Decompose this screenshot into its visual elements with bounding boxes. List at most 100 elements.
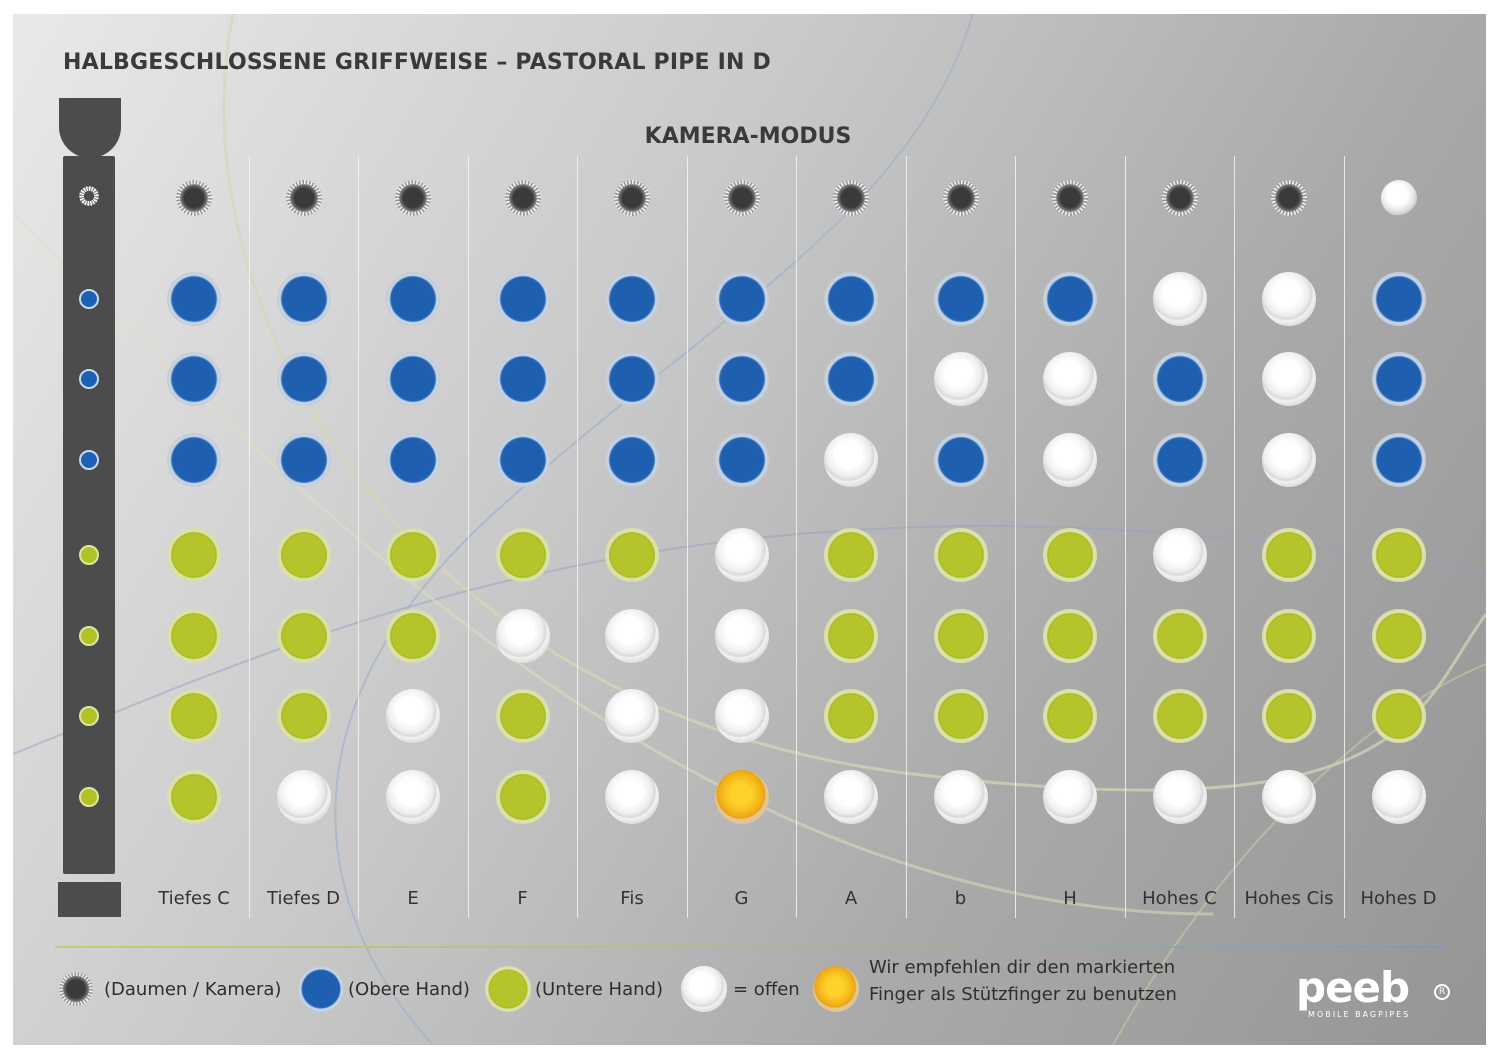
pipe-green-hole: [79, 787, 99, 807]
upper-hand-hole: [1043, 272, 1097, 326]
legend-note-line2: Finger als Stützfinger zu benutzen: [869, 984, 1177, 1005]
open-hole: [605, 609, 659, 663]
lower-hand-hole: [1262, 609, 1316, 663]
lower-hand-hole: [1152, 609, 1207, 663]
legend-support-finger-note: Wir empfehlen dir den markierten Finger …: [869, 954, 1177, 1008]
lower-hand-hole: [1043, 528, 1097, 582]
note-label: Hohes Cis: [1244, 888, 1334, 909]
pipe-blue-hole: [79, 289, 99, 309]
open-hole: [276, 770, 331, 824]
thumb-hole: [395, 180, 431, 216]
column-divider: [1124, 156, 1126, 918]
thumb-hole: [285, 180, 322, 216]
fingering-chart-page: HALBGESCHLOSSENE GRIFFWEISE – PASTORAL P…: [13, 14, 1486, 1045]
upper-hand-hole: [1152, 352, 1207, 406]
legend-lower-hand-label: (Untere Hand): [535, 979, 663, 1000]
column-divider: [577, 156, 579, 918]
orange-hole-icon: [813, 966, 859, 1012]
thumb-hole: [1052, 180, 1088, 216]
upper-hand-hole: [276, 272, 331, 326]
upper-hand-hole: [605, 352, 659, 406]
open-hole: [824, 433, 878, 487]
lower-hand-hole: [1152, 689, 1207, 743]
note-label: F: [517, 888, 528, 909]
lower-hand-hole: [167, 689, 221, 743]
note-label: Fis: [620, 888, 644, 909]
lower-hand-hole: [167, 770, 221, 824]
blue-hole-icon: [298, 966, 344, 1012]
legend-note-line1: Wir empfehlen dir den markierten: [869, 957, 1176, 978]
lower-hand-hole: [933, 609, 988, 663]
registered-icon: R: [1434, 984, 1450, 1000]
pipe-foot: [58, 882, 121, 917]
upper-hand-hole: [824, 352, 878, 406]
open-hole: [1262, 433, 1316, 487]
note-label: Hohes C: [1142, 888, 1217, 909]
lower-hand-hole: [1371, 609, 1426, 663]
note-label: A: [844, 888, 858, 909]
lower-hand-hole: [1371, 528, 1426, 582]
peeb-logo: peeb R MOBILE BAGPIPES: [1296, 966, 1456, 1019]
lower-hand-hole: [276, 609, 331, 663]
note-label: E: [407, 888, 419, 909]
thumb-hole: [176, 180, 212, 216]
note-label: G: [734, 888, 749, 909]
open-hole: [1262, 272, 1316, 326]
pipe-green-hole: [79, 706, 99, 726]
lower-hand-hole: [495, 689, 550, 743]
lower-hand-hole: [495, 770, 550, 824]
pipe-thumb-hole: [79, 186, 99, 206]
open-hole: [1043, 433, 1097, 487]
upper-hand-hole: [167, 352, 221, 406]
lower-hand-hole: [167, 528, 221, 582]
pipe-body: [63, 156, 115, 874]
pipe-green-hole: [79, 626, 99, 646]
upper-hand-hole: [495, 272, 550, 326]
note-label: b: [954, 888, 967, 909]
thumb-hole: [942, 180, 979, 216]
thumb-hole: [504, 180, 541, 216]
upper-hand-hole: [167, 433, 221, 487]
open-hole: [933, 352, 988, 406]
thumb-hole: [1271, 180, 1307, 216]
lower-hand-hole: [495, 528, 550, 582]
thumb-hole-open: [1380, 180, 1417, 216]
lower-hand-hole: [386, 609, 440, 663]
thumb-hole: [833, 180, 869, 216]
lower-hand-hole: [276, 689, 331, 743]
upper-hand-hole: [276, 433, 331, 487]
lower-hand-hole: [1043, 689, 1097, 743]
upper-hand-hole: [933, 272, 988, 326]
note-label: Hohes D: [1360, 888, 1437, 909]
upper-hand-hole: [605, 433, 659, 487]
thumb-hole: [1161, 180, 1198, 216]
upper-hand-hole: [386, 352, 440, 406]
open-hole: [1043, 770, 1097, 824]
upper-hand-hole: [276, 352, 331, 406]
pipe-top: [59, 98, 121, 158]
upper-hand-hole: [167, 272, 221, 326]
lower-hand-hole: [1043, 609, 1097, 663]
column-divider: [686, 156, 688, 918]
upper-hand-hole: [1371, 272, 1426, 326]
column-divider: [796, 156, 798, 918]
lower-hand-hole: [1371, 689, 1426, 743]
logo-word: peeb: [1296, 963, 1410, 1012]
open-hole: [824, 770, 878, 824]
lower-hand-hole: [605, 528, 659, 582]
open-hole: [605, 689, 659, 743]
upper-hand-hole: [605, 272, 659, 326]
upper-hand-hole: [933, 433, 988, 487]
lower-hand-hole: [1262, 689, 1316, 743]
upper-hand-hole: [1371, 433, 1426, 487]
green-hole-icon: [485, 966, 531, 1012]
logo-tagline: MOBILE BAGPIPES: [1308, 1010, 1411, 1019]
note-label: Tiefes D: [267, 888, 340, 909]
open-hole: [1152, 272, 1207, 326]
lower-hand-hole: [824, 528, 878, 582]
thumb-hole: [614, 180, 650, 216]
pipe-green-hole: [79, 545, 99, 565]
note-label: H: [1063, 888, 1077, 909]
column-divider: [358, 156, 360, 918]
thumb-hole: [723, 180, 760, 216]
